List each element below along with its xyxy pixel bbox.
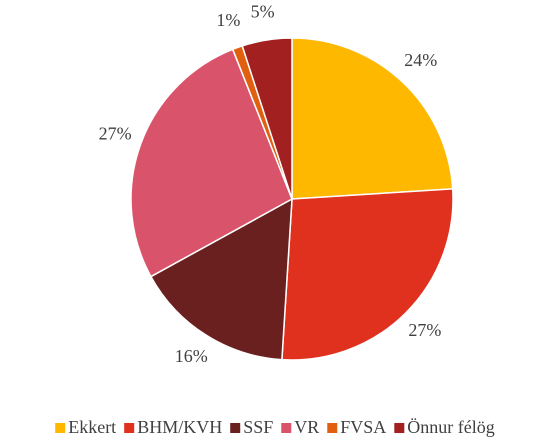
legend-label: Ekkert — [68, 417, 116, 437]
pie-slice — [281, 188, 454, 361]
pie-slice — [291, 37, 454, 200]
data-label: 1% — [216, 10, 240, 30]
legend-swatch — [394, 423, 405, 433]
pie-slice — [149, 197, 293, 361]
legend-swatch — [55, 423, 66, 433]
data-label: 27% — [99, 123, 132, 143]
legend-label: FVSA — [340, 417, 386, 437]
pie-slice — [130, 48, 293, 278]
data-label: 27% — [408, 320, 441, 340]
legend-label: BHM/KVH — [137, 417, 222, 437]
data-label: 5% — [251, 1, 275, 21]
data-label: 16% — [175, 346, 208, 366]
pie-slice — [241, 37, 293, 200]
legend-swatch — [124, 423, 135, 433]
legend-swatch — [281, 423, 292, 433]
legend-label: Önnur félög — [407, 417, 494, 437]
legend-swatch — [230, 423, 241, 433]
legend-label: VR — [294, 417, 319, 437]
data-label: 24% — [404, 50, 437, 70]
legend-swatch — [327, 423, 338, 433]
legend-label: SSF — [243, 417, 273, 437]
